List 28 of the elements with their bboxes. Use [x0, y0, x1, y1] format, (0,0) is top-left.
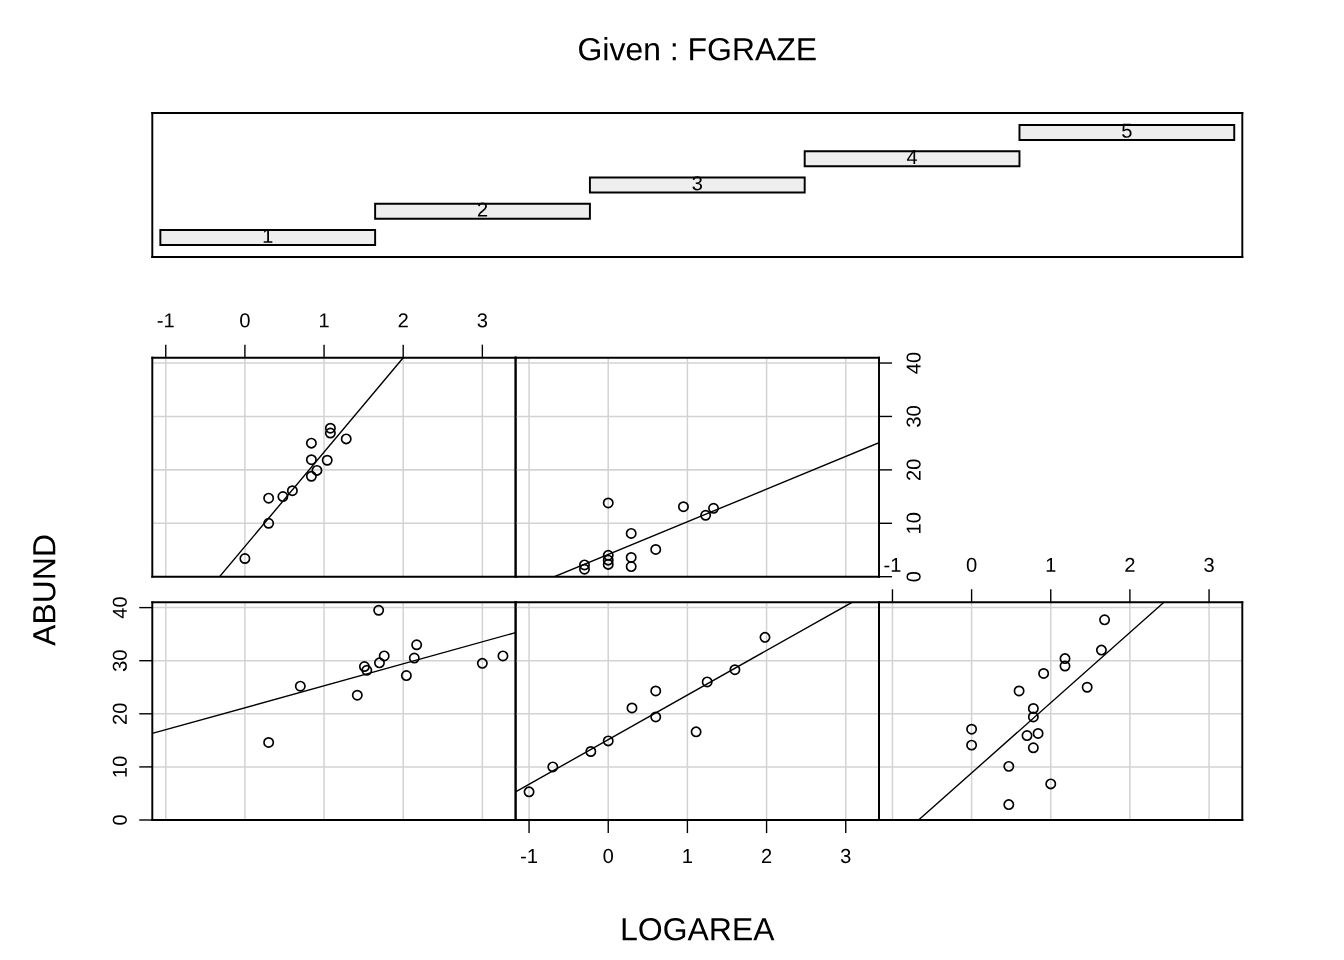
- x-tick-label: 3: [477, 313, 488, 328]
- x-axis-title: LOGAREA: [622, 917, 775, 941]
- x-tick-label: -1: [884, 558, 901, 572]
- y-tick-label: 0: [112, 815, 127, 825]
- x-tick-label: 3: [840, 848, 851, 864]
- y-tick-label: 20: [112, 703, 127, 724]
- y-tick-label: 30: [906, 406, 921, 427]
- y-tick-label: 40: [112, 597, 127, 619]
- x-tick-label: -1: [157, 313, 174, 328]
- y-tick-label: 30: [112, 650, 127, 672]
- x-tick-label: 0: [603, 848, 614, 864]
- x-tick-label: 1: [683, 849, 693, 863]
- x-tick-label: -1: [521, 849, 538, 863]
- x-tick-label: 1: [1046, 558, 1056, 572]
- y-tick-label: 10: [906, 512, 921, 533]
- y-tick-label: 0: [906, 571, 921, 582]
- y-axis-title: ABUND: [33, 535, 56, 646]
- x-tick-label: 1: [319, 313, 329, 328]
- y-tick-label: 20: [906, 459, 921, 481]
- x-tick-label: 0: [966, 557, 977, 573]
- y-tick-label: 10: [112, 756, 127, 777]
- x-tick-label: 2: [1125, 557, 1135, 572]
- x-tick-label: 2: [398, 313, 408, 328]
- x-tick-label: 3: [1204, 557, 1214, 573]
- x-tick-label: 2: [761, 848, 772, 863]
- x-tick-label: 0: [240, 313, 250, 328]
- y-tick-label: 40: [906, 352, 921, 374]
- text: Given : FGRAZE: [579, 37, 816, 61]
